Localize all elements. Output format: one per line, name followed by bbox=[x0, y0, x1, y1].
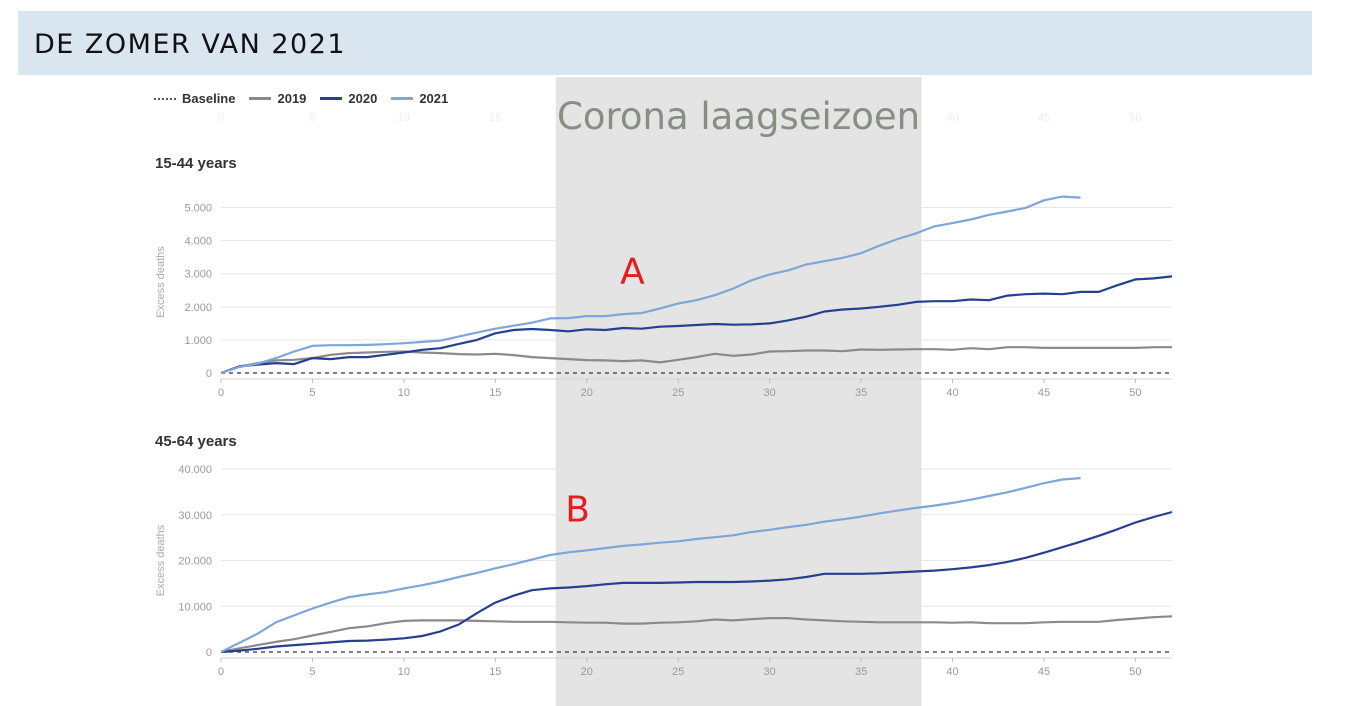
y-tick-label: 40.000 bbox=[178, 464, 212, 476]
x-tick-label: 15 bbox=[489, 387, 501, 399]
legend-label-2020: 2020 bbox=[348, 91, 378, 106]
top-x-tick-label: 25 bbox=[672, 112, 684, 124]
legend-swatch-baseline bbox=[154, 97, 176, 100]
chart-panel-0: 15-44 years 0 1.000 2.000 3.000 4.000 5.000 0 5 1… bbox=[155, 155, 1173, 399]
series-line-2021 bbox=[220, 477, 1081, 653]
series-line-2021 bbox=[220, 195, 1081, 375]
x-tick-label: 5 bbox=[309, 666, 315, 678]
x-tick-label: 25 bbox=[672, 666, 684, 678]
x-tick-label: 15 bbox=[489, 666, 501, 678]
x-tick-label: 10 bbox=[398, 387, 410, 399]
x-tick-label: 35 bbox=[855, 666, 867, 678]
shaded-band-label: Corona laagseizoen bbox=[557, 95, 920, 138]
top-x-tick-label: 50 bbox=[1129, 112, 1141, 124]
annotation-letter-a: A bbox=[620, 252, 645, 293]
legend-item-2020: 2020 bbox=[320, 91, 377, 106]
series-line-2019 bbox=[220, 346, 1172, 375]
legend-item-2021: 2021 bbox=[391, 91, 448, 106]
top-x-tick-label: 15 bbox=[489, 112, 501, 124]
chart-panel-1: 45-64 years 0 10.000 20.000 30.000 40.000 0 5 10… bbox=[155, 433, 1173, 678]
x-tick-label: 25 bbox=[672, 387, 684, 399]
y-tick-label: 3.000 bbox=[184, 269, 212, 281]
y-axis-label: Excess deaths bbox=[155, 246, 167, 318]
y-tick-label: 30.000 bbox=[178, 510, 212, 522]
legend-label-2019: 2019 bbox=[277, 91, 307, 106]
legend-swatch-2019 bbox=[249, 97, 272, 100]
y-tick-label: 20.000 bbox=[178, 556, 212, 568]
y-tick-label: 1.000 bbox=[184, 335, 212, 347]
legend-swatch-2020 bbox=[320, 97, 343, 100]
x-tick-label: 20 bbox=[581, 666, 593, 678]
y-tick-label: 10.000 bbox=[178, 601, 212, 613]
top-x-tick-label: 5 bbox=[309, 112, 315, 124]
x-tick-label: 5 bbox=[309, 387, 315, 399]
top-x-tick-label: 20 bbox=[581, 112, 593, 124]
top-x-tick-label: 0 bbox=[218, 112, 224, 124]
x-tick-label: 45 bbox=[1038, 666, 1050, 678]
x-tick-label: 50 bbox=[1129, 387, 1141, 399]
top-x-tick-label: 45 bbox=[1038, 112, 1050, 124]
x-tick-label: 35 bbox=[855, 387, 867, 399]
y-axis-label: Excess deaths bbox=[155, 524, 167, 596]
series-line-2019 bbox=[220, 615, 1173, 654]
x-tick-label: 45 bbox=[1038, 387, 1050, 399]
top-x-tick-label: 10 bbox=[398, 112, 410, 124]
legend-swatch-2021 bbox=[391, 97, 414, 100]
legend-label-2021: 2021 bbox=[419, 91, 449, 106]
x-tick-label: 50 bbox=[1129, 666, 1141, 678]
y-tick-label: 5.000 bbox=[184, 203, 212, 215]
top-x-tick-label: 30 bbox=[764, 112, 776, 124]
x-tick-label: 0 bbox=[218, 666, 224, 678]
top-x-tick-label: 40 bbox=[946, 112, 958, 124]
shaded-low-season-band bbox=[555, 77, 922, 706]
series-line-2020 bbox=[220, 275, 1173, 375]
y-tick-label: 0 bbox=[206, 647, 212, 659]
chart-legend: Baseline 2019 2020 2021 bbox=[154, 91, 448, 106]
x-tick-label: 0 bbox=[218, 387, 224, 399]
legend-item-2019: 2019 bbox=[249, 91, 306, 106]
x-tick-label: 20 bbox=[581, 387, 593, 399]
title-banner: DE ZOMER VAN 2021 bbox=[18, 11, 1312, 75]
y-tick-label: 0 bbox=[206, 368, 212, 380]
y-tick-label: 2.000 bbox=[184, 302, 212, 314]
legend-item-baseline: Baseline bbox=[154, 91, 235, 106]
y-tick-label: 4.000 bbox=[184, 236, 212, 248]
banner-title: DE ZOMER VAN 2021 bbox=[34, 29, 347, 60]
annotation-letter-b: B bbox=[565, 490, 590, 531]
x-tick-label: 30 bbox=[764, 666, 776, 678]
x-tick-label: 40 bbox=[946, 387, 958, 399]
panel-title: 15-44 years bbox=[155, 155, 237, 172]
panel-title: 45-64 years bbox=[155, 433, 237, 450]
legend-label-baseline: Baseline bbox=[182, 91, 236, 106]
top-x-tick-label: 35 bbox=[855, 112, 867, 124]
x-tick-label: 10 bbox=[398, 666, 410, 678]
x-tick-label: 30 bbox=[764, 387, 776, 399]
series-line-2020 bbox=[220, 510, 1173, 654]
x-tick-label: 40 bbox=[946, 666, 958, 678]
